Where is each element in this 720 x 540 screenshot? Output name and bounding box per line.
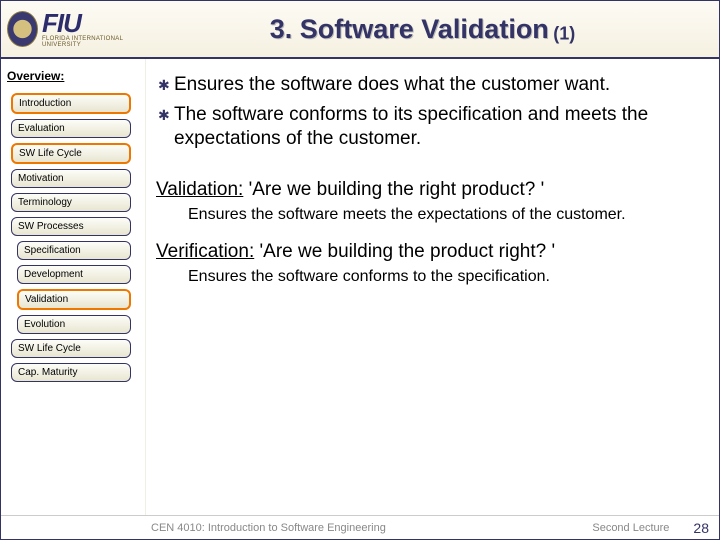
footer-page-number: 28 <box>693 520 709 536</box>
title-main: 3. Software Validation <box>270 14 549 44</box>
sidebar-item-evolution[interactable]: Evolution <box>17 315 131 334</box>
logo-subtext: FLORIDA INTERNATIONAL UNIVERSITY <box>42 36 146 48</box>
sidebar-item-development[interactable]: Development <box>17 265 131 284</box>
slide-footer: CEN 4010: Introduction to Software Engin… <box>1 515 719 539</box>
statement-label: Verification: <box>156 241 254 262</box>
statement-question: 'Are we building the product right? ' <box>254 241 555 262</box>
bullet-icon: ✱ <box>156 73 174 97</box>
title-sub: (1) <box>553 23 575 43</box>
statement-label: Validation: <box>156 179 243 200</box>
sidebar-item-specification[interactable]: Specification <box>17 241 131 260</box>
statement-heading: Validation: 'Are we building the right p… <box>156 179 699 201</box>
logo-text: FIU <box>42 10 146 36</box>
footer-lecture: Second Lecture <box>592 522 669 534</box>
sidebar-item-terminology[interactable]: Terminology <box>11 193 131 212</box>
bullet-row: ✱Ensures the software does what the cust… <box>156 73 699 97</box>
sidebar-item-evaluation[interactable]: Evaluation <box>11 119 131 138</box>
statement-body: Ensures the software conforms to the spe… <box>188 267 699 287</box>
sidebar-item-motivation[interactable]: Motivation <box>11 169 131 188</box>
bullet-text: Ensures the software does what the custo… <box>174 73 610 97</box>
statement-question: 'Are we building the right product? ' <box>243 179 544 200</box>
bullet-text: The software conforms to its specificati… <box>174 103 699 151</box>
sidebar: Overview: Introduction Evaluation SW Life … <box>1 59 146 515</box>
slide-title: 3. Software Validation (1) <box>146 14 719 45</box>
sidebar-item-validation[interactable]: Validation <box>17 289 131 310</box>
statement-body: Ensures the software meets the expectati… <box>188 205 699 225</box>
sidebar-heading: Overview: <box>7 69 135 83</box>
statement-heading: Verification: 'Are we building the produ… <box>156 241 699 263</box>
logo: FIU FLORIDA INTERNATIONAL UNIVERSITY <box>1 1 146 57</box>
university-seal-icon <box>7 11 38 47</box>
slide-header: FIU FLORIDA INTERNATIONAL UNIVERSITY 3. … <box>1 1 719 59</box>
sidebar-item-introduction[interactable]: Introduction <box>11 93 131 114</box>
sidebar-item-sw-life-cycle[interactable]: SW Life Cycle <box>11 143 131 164</box>
sidebar-item-sw-life-cycle[interactable]: SW Life Cycle <box>11 339 131 358</box>
bullet-icon: ✱ <box>156 103 174 127</box>
content-area: ✱Ensures the software does what the cust… <box>146 59 719 515</box>
sidebar-item-sw-processes[interactable]: SW Processes <box>11 217 131 236</box>
footer-course: CEN 4010: Introduction to Software Engin… <box>151 522 592 534</box>
bullet-row: ✱The software conforms to its specificat… <box>156 103 699 151</box>
sidebar-item-cap-maturity[interactable]: Cap. Maturity <box>11 363 131 382</box>
